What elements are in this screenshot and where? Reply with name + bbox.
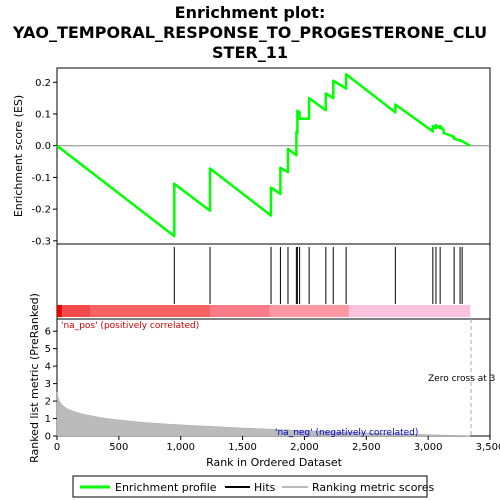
enrichment-profile-path xyxy=(56,73,471,238)
metric-y-tick-label-6: 6 xyxy=(45,327,51,338)
rank-bar-segment-0 xyxy=(57,305,62,317)
x-tick-label-1: 500 xyxy=(109,442,128,453)
metric-y-axis-label: Ranked list metric (PreRanked) xyxy=(28,293,41,463)
es-y-tick-label-3: 0.0 xyxy=(35,141,51,152)
neg-correlated-label: 'na_neg' (negatively correlated) xyxy=(275,428,418,438)
x-tick-label-5: 2,500 xyxy=(352,442,381,453)
pos-correlated-label: 'na_pos' (positively correlated) xyxy=(61,321,199,331)
x-axis-ticks: 0 500 1,000 1,500 2,000 2,500 3,000 3,500 xyxy=(54,436,500,453)
metric-y-tick-label-3: 3 xyxy=(45,379,51,390)
plot-title-line-3: STER_11 xyxy=(212,43,288,62)
legend-metric-label: Ranking metric scores xyxy=(312,481,434,494)
es-y-tick-label-5: 0.2 xyxy=(35,78,51,89)
x-tick-label-6: 3,000 xyxy=(414,442,443,453)
metric-y-tick-label-2: 2 xyxy=(45,397,51,408)
enrichment-profile-line xyxy=(56,73,471,238)
metric-y-axis-ticks: 0 1 2 3 4 5 6 xyxy=(45,327,57,443)
ranking-metric-path xyxy=(56,392,471,437)
rank-bar-segment-3 xyxy=(210,305,270,317)
x-tick-label-4: 2,000 xyxy=(290,442,319,453)
rank-bar-segment-5 xyxy=(348,305,471,317)
zero-cross-label: Zero cross at 3 xyxy=(428,374,495,384)
rank-bar-segment-4 xyxy=(269,305,349,317)
metric-y-tick-label-4: 4 xyxy=(45,362,51,373)
legend-hits-label: Hits xyxy=(254,481,276,494)
x-tick-label-3: 1,500 xyxy=(228,442,257,453)
metric-y-tick-label-1: 1 xyxy=(45,414,51,425)
es-y-tick-label-4: 0.1 xyxy=(35,109,51,120)
plot-title-line-1: Enrichment plot: xyxy=(175,3,326,22)
metric-y-tick-label-0: 0 xyxy=(45,432,51,443)
x-tick-label-7: 3,500 xyxy=(476,442,500,453)
rank-bar-segment-1 xyxy=(61,305,91,317)
hit-markers xyxy=(173,247,463,304)
rank-bar-segment-2 xyxy=(90,305,211,317)
metric-y-tick-label-5: 5 xyxy=(45,344,51,355)
es-panel-frame xyxy=(56,67,491,245)
rank-color-bar xyxy=(57,305,471,317)
es-y-axis-ticks: -0.3 -0.2 -0.1 0.0 0.1 0.2 xyxy=(31,78,57,247)
es-y-tick-label-1: -0.2 xyxy=(31,205,51,216)
x-axis-label: Rank in Ordered Dataset xyxy=(206,456,343,469)
x-tick-label-0: 0 xyxy=(54,442,60,453)
metric-panel-frame xyxy=(56,318,491,437)
ranking-metric-area xyxy=(56,392,471,437)
plot-title-line-2: YAO_TEMPORAL_RESPONSE_TO_PROGESTERONE_CL… xyxy=(12,23,487,42)
es-y-tick-label-0: -0.3 xyxy=(31,236,51,247)
x-tick-label-2: 1,000 xyxy=(166,442,195,453)
es-y-axis-label: Enrichment score (ES) xyxy=(12,95,25,217)
es-y-tick-label-2: -0.1 xyxy=(31,173,51,184)
legend-enrichment-label: Enrichment profile xyxy=(115,481,217,494)
